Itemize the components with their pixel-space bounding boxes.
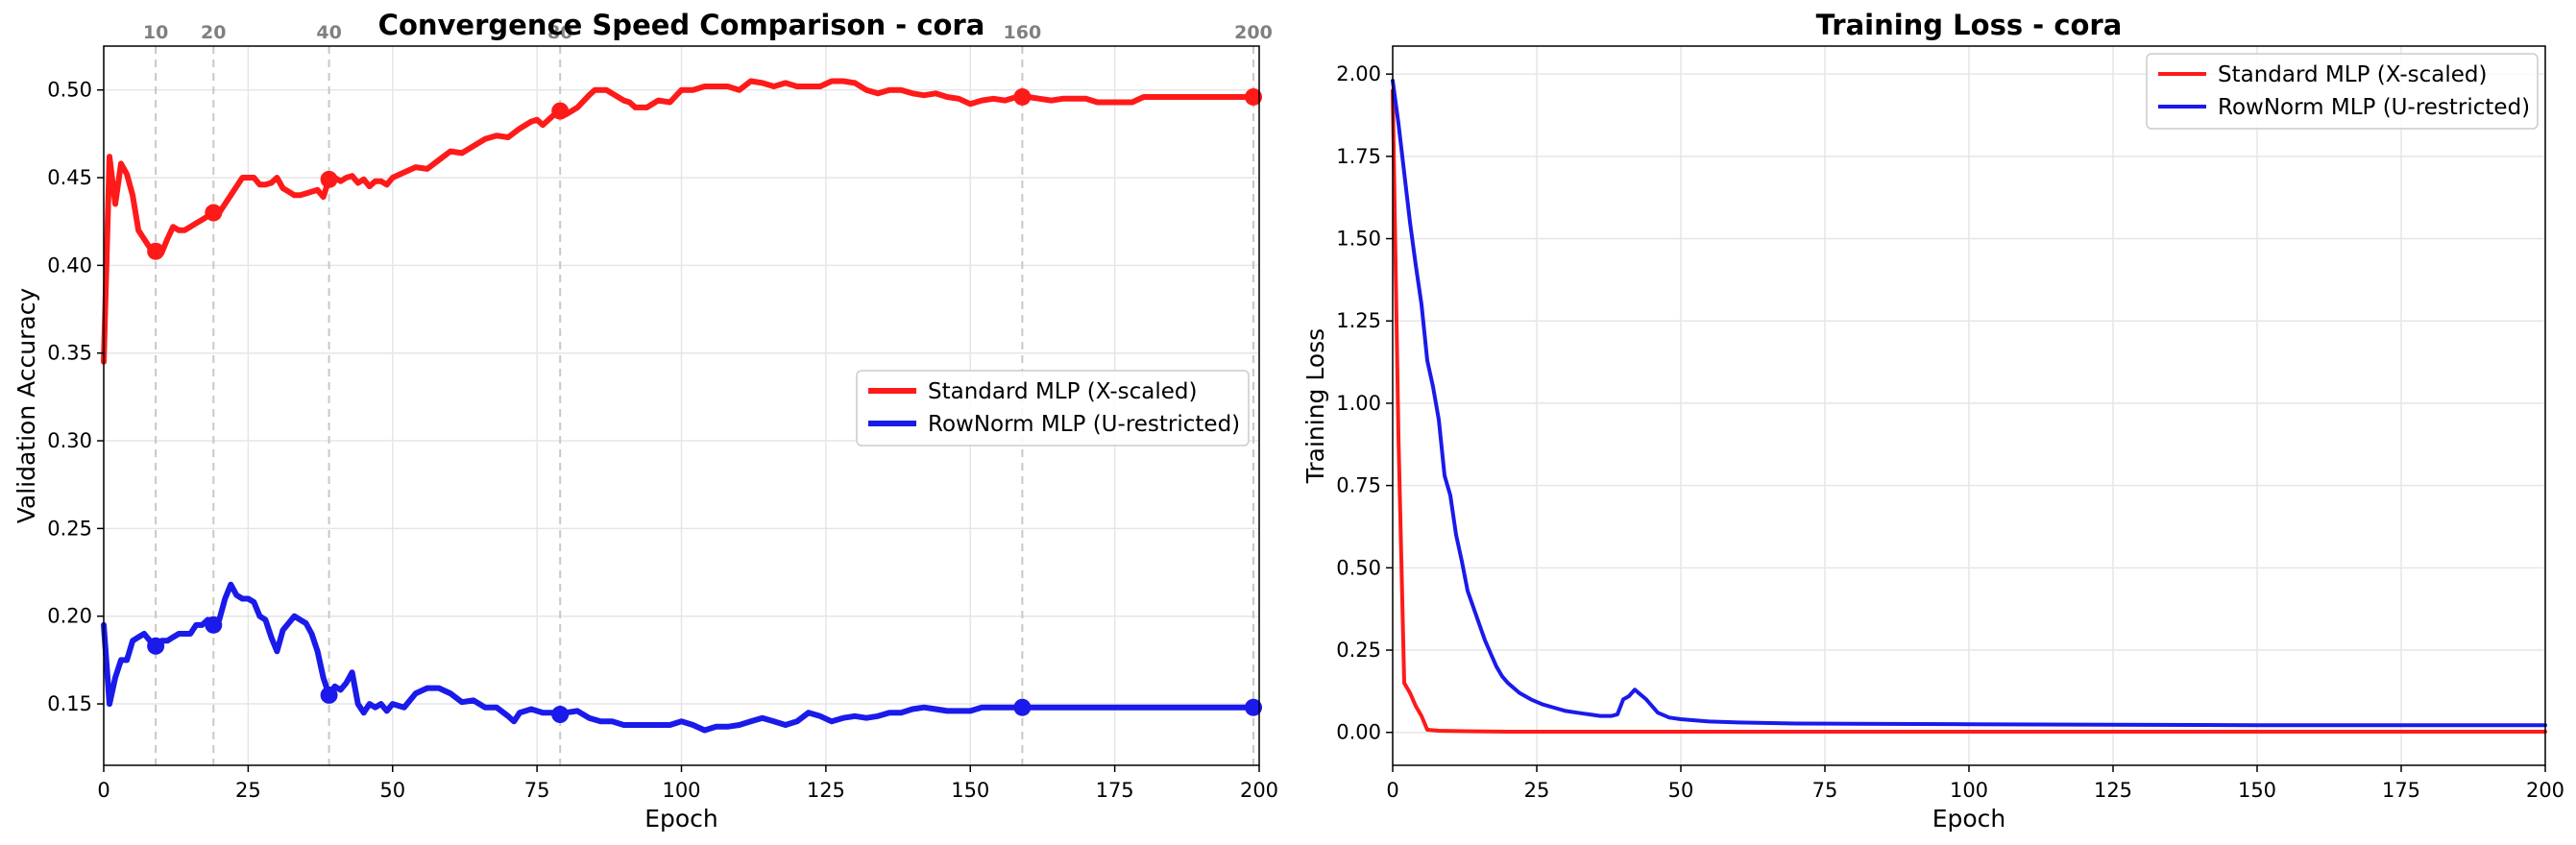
x-tick-label: 0 xyxy=(1386,779,1398,802)
x-tick-label: 150 xyxy=(951,779,989,802)
y-tick-label: 0.25 xyxy=(1336,639,1381,662)
epoch-markers: 10 20 40 80 160 200 xyxy=(143,22,1273,765)
y-tick-label: 0.45 xyxy=(47,166,92,189)
epoch-marker-label: 10 xyxy=(143,22,168,43)
marker-dot-rownorm xyxy=(205,616,223,634)
chart-title: Convergence Speed Comparison - cora xyxy=(378,9,985,41)
series-line-rownorm xyxy=(1391,79,2547,728)
x-tick-label: 125 xyxy=(807,779,845,802)
x-axis-label: Epoch xyxy=(1932,805,2006,833)
x-tick-label: 125 xyxy=(2094,779,2132,802)
x-tick-label: 75 xyxy=(524,779,550,802)
tick-labels: 0 25 50 75 100 125 150 175 200 0.15 0.20 0.25 0.30 0.… xyxy=(47,79,1278,802)
x-tick-label: 50 xyxy=(1668,779,1694,802)
y-tick-label: 1.50 xyxy=(1336,228,1381,251)
x-tick-label: 100 xyxy=(662,779,700,802)
marker-dot-rownorm xyxy=(1244,698,1262,716)
y-tick-label: 0.25 xyxy=(47,517,92,540)
marker-dot-standard xyxy=(205,204,223,222)
y-tick-label: 0.15 xyxy=(47,692,92,715)
legend-label-rownorm: RowNorm MLP (U-restricted) xyxy=(2218,95,2530,120)
y-tick-label: 0.00 xyxy=(1336,721,1381,744)
marker-dot-standard xyxy=(551,102,570,120)
y-tick-label: 0.30 xyxy=(47,429,92,452)
marker-dot-rownorm xyxy=(551,706,570,724)
x-tick-label: 200 xyxy=(2526,779,2564,802)
marker-dot-rownorm xyxy=(1013,698,1032,716)
legend-label-rownorm: RowNorm MLP (U-restricted) xyxy=(928,412,1240,437)
marker-dot-standard xyxy=(320,170,338,188)
x-tick-label: 200 xyxy=(1240,779,1278,802)
marker-dot-standard xyxy=(1244,87,1262,106)
x-tick-label: 50 xyxy=(379,779,405,802)
y-tick-label: 0.75 xyxy=(1336,474,1381,497)
marker-dot-standard xyxy=(1013,87,1032,106)
legend-label-standard: Standard MLP (X-scaled) xyxy=(2218,62,2488,87)
x-tick-label: 75 xyxy=(1812,779,1838,802)
marker-dot-standard xyxy=(147,242,165,260)
legend-box xyxy=(856,370,1250,447)
epoch-marker-label: 160 xyxy=(1004,22,1042,43)
x-tick-label: 175 xyxy=(2382,779,2420,802)
marker-dots xyxy=(147,87,1262,724)
marker-dot-rownorm xyxy=(320,686,338,704)
y-tick-label: 0.20 xyxy=(47,605,92,628)
epoch-marker-label: 80 xyxy=(547,22,572,43)
tick-labels: 0 25 50 75 100 125 150 175 200 0.00 0.25 0.50 0.75 1.… xyxy=(1336,62,2564,802)
y-tick-label: 0.50 xyxy=(1336,556,1381,579)
x-tick-label: 25 xyxy=(1524,779,1550,802)
y-tick-label: 1.25 xyxy=(1336,309,1381,332)
y-axis-label: Training Loss xyxy=(1301,328,1329,484)
marker-dot-rownorm xyxy=(147,637,165,655)
legend-box xyxy=(2146,53,2539,130)
y-axis-label: Validation Accuracy xyxy=(12,288,40,524)
x-tick-label: 25 xyxy=(235,779,261,802)
convergence-chart: 10 20 40 80 160 200 0 25 50 75 100 125 150 175 200 0.1… xyxy=(12,9,1278,833)
x-tick-label: 150 xyxy=(2238,779,2276,802)
x-tick-label: 175 xyxy=(1096,779,1134,802)
y-tick-label: 2.00 xyxy=(1336,62,1381,85)
x-axis-label: Epoch xyxy=(644,805,718,833)
y-tick-label: 0.35 xyxy=(47,342,92,365)
y-tick-label: 0.50 xyxy=(47,79,92,102)
epoch-marker-label: 200 xyxy=(1234,22,1273,43)
series-lines xyxy=(1391,79,2547,734)
chart-title: Training Loss - cora xyxy=(1816,9,2123,41)
legend-label-standard: Standard MLP (X-scaled) xyxy=(928,379,1198,404)
x-tick-label: 100 xyxy=(1950,779,1988,802)
y-tick-label: 1.00 xyxy=(1336,392,1381,415)
training-loss-chart: 0 25 50 75 100 125 150 175 200 0.00 0.25 0.50 0.75 1.… xyxy=(1301,9,2564,833)
y-tick-label: 0.40 xyxy=(47,254,92,277)
legend: Standard MLP (X-scaled) RowNorm MLP (U-r… xyxy=(856,370,1250,447)
series-line-standard xyxy=(1391,88,2547,734)
x-tick-label: 0 xyxy=(97,779,109,802)
series-line-standard xyxy=(101,78,1262,365)
epoch-marker-label: 20 xyxy=(201,22,226,43)
legend: Standard MLP (X-scaled) RowNorm MLP (U-r… xyxy=(2146,53,2539,130)
epoch-marker-label: 40 xyxy=(316,22,341,43)
y-tick-label: 1.75 xyxy=(1336,145,1381,168)
